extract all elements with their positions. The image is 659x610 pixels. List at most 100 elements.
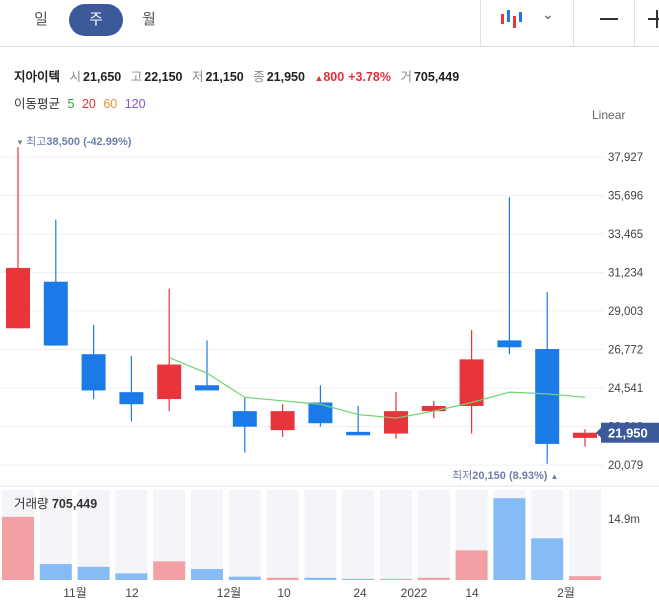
- volume-title-label: 거래량: [14, 497, 52, 511]
- candle[interactable]: [232, 397, 257, 453]
- minus-icon[interactable]: [600, 18, 618, 20]
- candle[interactable]: [81, 324, 106, 400]
- low-label: 저: [191, 70, 204, 84]
- toolbar-divider: [480, 0, 481, 46]
- close-value: 21,950: [266, 70, 305, 84]
- y-tick-label: 24,541: [608, 383, 643, 395]
- volume-bar-fill: [417, 577, 450, 580]
- price-info-bar: 지아이텍 시 21,650 고 22,150 저 21,150 종 21,950 ▲80…: [14, 66, 465, 85]
- high-label: 고: [130, 70, 143, 84]
- candlestick-icon[interactable]: [500, 8, 526, 30]
- volume-bar[interactable]: [304, 490, 337, 580]
- volume-bar[interactable]: [380, 490, 412, 580]
- volume-bar[interactable]: [77, 490, 110, 580]
- volume-bar-fill: [455, 550, 488, 580]
- x-tick-label: 12월: [217, 586, 241, 600]
- volume-label: 거: [400, 70, 412, 84]
- change-value: 800: [323, 70, 345, 84]
- y-tick-label: 31,234: [608, 268, 644, 280]
- volume-scale-label: 14.9m: [608, 514, 640, 526]
- candle[interactable]: [497, 197, 522, 355]
- volume-bar-bg: [380, 490, 412, 580]
- volume-bar[interactable]: [493, 490, 526, 580]
- x-tick-label: 2월: [557, 586, 575, 600]
- candle[interactable]: [119, 355, 144, 422]
- volume-bar-bg: [228, 490, 261, 580]
- ma5-line: [168, 357, 586, 419]
- change-pct: +3.78%: [348, 70, 391, 84]
- price-tag-pointer: [596, 426, 602, 439]
- up-triangle-icon: ▲: [551, 472, 559, 481]
- volume-bar-bg: [77, 490, 110, 580]
- candle[interactable]: [421, 400, 446, 419]
- candle[interactable]: [6, 147, 30, 329]
- close-label: 종: [253, 70, 265, 84]
- volume-bar-fill: [191, 569, 223, 580]
- min-annotation: 최저20,150 (8.93%) ▲: [452, 469, 558, 482]
- volume-bar[interactable]: [417, 490, 450, 580]
- volume-bar-bg: [342, 490, 375, 580]
- volume-bar[interactable]: [153, 490, 186, 580]
- x-tick-label: 11월: [63, 586, 87, 600]
- candle[interactable]: [270, 404, 295, 438]
- candle[interactable]: [459, 330, 484, 434]
- candle[interactable]: [308, 385, 333, 427]
- plus-icon-vertical: [656, 10, 658, 28]
- tab-week[interactable]: 주: [69, 4, 123, 36]
- candle[interactable]: [384, 392, 408, 439]
- volume-bar-fill: [380, 578, 412, 580]
- volume-bar[interactable]: [455, 490, 488, 580]
- candle[interactable]: [43, 219, 68, 346]
- chevron-down-icon[interactable]: ⌄: [542, 6, 554, 22]
- volume-bar-bg: [115, 490, 148, 580]
- volume-bar-fill: [531, 538, 564, 580]
- candle[interactable]: [346, 405, 371, 436]
- y-tick-label: 29,003: [608, 306, 643, 318]
- candle[interactable]: [573, 429, 597, 447]
- volume-bar[interactable]: [569, 490, 601, 580]
- volume-bar[interactable]: [2, 490, 34, 580]
- tab-day[interactable]: 일: [34, 11, 48, 28]
- volume-value: 705,449: [413, 70, 460, 84]
- open-value: 21,650: [83, 70, 122, 84]
- volume-bar-fill: [153, 561, 186, 580]
- candle[interactable]: [195, 340, 219, 391]
- tab-month[interactable]: 월: [142, 11, 156, 28]
- y-tick-label: 37,927: [608, 152, 643, 164]
- candle-body: [157, 364, 182, 400]
- candle[interactable]: [535, 292, 560, 464]
- volume-bar-fill: [569, 576, 601, 580]
- high-value: 22,150: [144, 70, 183, 84]
- x-tick-label: 2022: [401, 586, 428, 600]
- volume-bar-fill: [39, 564, 72, 580]
- volume-bar-bg: [191, 490, 223, 580]
- volume-bar[interactable]: [531, 490, 564, 580]
- scale-toggle[interactable]: Linear: [592, 108, 626, 122]
- moving-average-legend[interactable]: 이동평균 5 20 60 120: [14, 93, 150, 112]
- volume-bar-bg: [569, 490, 601, 580]
- y-tick-label: 20,079: [608, 460, 643, 472]
- volume-bar[interactable]: [228, 490, 261, 580]
- volume-bar[interactable]: [266, 490, 299, 580]
- x-tick-label: 14: [465, 586, 479, 600]
- plus-icon[interactable]: [648, 18, 659, 20]
- volume-bar[interactable]: [191, 490, 223, 580]
- volume-bar-fill: [228, 576, 261, 580]
- ma-5: 5: [67, 97, 75, 111]
- min-value: 20,150 (8.93%): [472, 470, 550, 482]
- volume-bar[interactable]: [39, 490, 72, 580]
- volume-bar-fill: [266, 577, 299, 580]
- volume-bar[interactable]: [342, 490, 375, 580]
- max-value: 38,500 (-42.99%): [46, 136, 131, 148]
- candle[interactable]: [157, 288, 182, 412]
- price-tag-bg: [601, 422, 659, 443]
- volume-bar-fill: [115, 573, 148, 580]
- volume-bar[interactable]: [115, 490, 148, 580]
- ma-label: 이동평균: [14, 97, 61, 111]
- candle-body: [459, 359, 484, 406]
- candle-body: [421, 405, 446, 412]
- volume-bar-fill: [304, 577, 337, 580]
- volume-bar-fill: [493, 498, 526, 580]
- ma-20: 20: [81, 97, 96, 111]
